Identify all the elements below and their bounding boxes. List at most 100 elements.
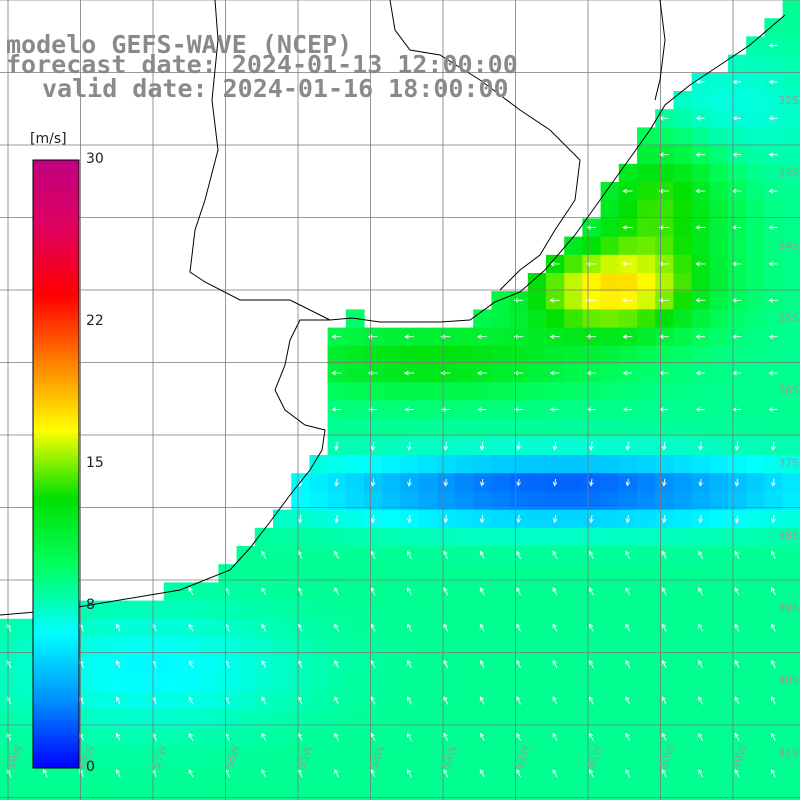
wind-cell xyxy=(709,109,729,128)
wind-cell xyxy=(637,691,656,711)
wind-cell xyxy=(18,746,37,765)
wind-arrow xyxy=(370,659,376,669)
wind-cell xyxy=(473,564,492,583)
wind-cell xyxy=(345,418,365,438)
wind-arrow xyxy=(768,334,778,339)
wind-cell xyxy=(418,364,438,383)
wind-cell xyxy=(345,746,365,765)
wind-arrow xyxy=(479,514,485,524)
wind-cell xyxy=(455,728,474,747)
wind-arrow xyxy=(443,478,449,487)
wind-cell xyxy=(709,418,729,438)
wind-arrow xyxy=(771,514,776,524)
wind-cell xyxy=(473,455,492,474)
wind-cell xyxy=(709,218,729,238)
wind-arrow xyxy=(443,514,449,524)
wind-arrow xyxy=(370,441,376,451)
wind-cell xyxy=(473,491,492,511)
wind-cell xyxy=(600,364,620,383)
wind-cell xyxy=(163,728,183,747)
wind-cell xyxy=(709,382,729,401)
wind-arrow xyxy=(549,334,560,339)
wind-cell xyxy=(709,764,729,784)
wind-arrow xyxy=(188,732,194,741)
wind-arrow xyxy=(407,696,412,705)
wind-arrow xyxy=(370,514,376,524)
wind-cell xyxy=(709,564,729,583)
wind-cell xyxy=(182,746,201,765)
wind-cell xyxy=(746,182,765,201)
wind-cell xyxy=(637,527,656,547)
wind-cell xyxy=(673,491,693,511)
wind-cell xyxy=(782,582,800,602)
wind-cell xyxy=(746,127,765,147)
wind-cell xyxy=(673,418,693,438)
wind-cell xyxy=(709,291,729,310)
wind-cell xyxy=(127,691,147,711)
wind-cell xyxy=(291,600,310,620)
wind-cell xyxy=(709,509,729,529)
wind-cell xyxy=(600,527,620,547)
wind-cell xyxy=(91,600,110,620)
wind-cell xyxy=(782,163,800,183)
lat-label: 41S xyxy=(778,747,799,760)
wind-arrow xyxy=(370,586,376,596)
wind-arrow xyxy=(695,225,706,230)
wind-cell xyxy=(564,709,583,729)
wind-arrow xyxy=(261,768,267,778)
wind-arrow xyxy=(516,732,522,742)
wind-arrow xyxy=(695,334,705,339)
wind-cell xyxy=(309,637,329,656)
wind-cell xyxy=(782,382,800,401)
wind-cell xyxy=(418,582,438,602)
wind-cell xyxy=(91,673,110,693)
wind-cell xyxy=(746,345,765,365)
wind-cell xyxy=(309,564,329,583)
wind-cell xyxy=(564,473,583,492)
wind-cell xyxy=(418,564,438,583)
wind-cell xyxy=(782,546,800,565)
lat-label: 35S xyxy=(778,312,799,325)
wind-cell xyxy=(709,345,729,365)
wind-cell xyxy=(163,655,183,674)
wind-arrow xyxy=(334,768,340,778)
wind-arrow xyxy=(734,478,740,487)
wind-cell xyxy=(618,418,638,438)
wind-cell xyxy=(327,600,347,620)
wind-arrow xyxy=(188,696,194,705)
wind-cell xyxy=(18,618,37,638)
wind-arrow xyxy=(661,696,667,705)
wind-cell xyxy=(254,564,274,583)
wind-cell xyxy=(273,527,292,547)
wind-arrow xyxy=(658,298,670,303)
wind-cell xyxy=(600,600,620,620)
wind-cell xyxy=(782,182,800,201)
wind-cell xyxy=(746,327,765,347)
wind-cell xyxy=(109,782,128,800)
wind-cell xyxy=(382,509,401,529)
wind-cell xyxy=(436,345,456,365)
wind-cell xyxy=(564,600,583,620)
wind-cell xyxy=(637,200,656,219)
wind-cell xyxy=(746,709,765,729)
wind-cell xyxy=(600,564,620,583)
wind-cell xyxy=(145,709,165,729)
wind-cell xyxy=(600,764,620,784)
wind-cell xyxy=(764,418,784,438)
wind-cell xyxy=(382,473,401,492)
title-model: modelo GEFS-WAVE (NCEP) xyxy=(6,30,353,59)
wind-cell xyxy=(418,546,438,565)
wind-cell xyxy=(273,691,292,711)
wind-cell xyxy=(345,764,365,784)
wind-cell xyxy=(655,236,674,256)
wind-cell xyxy=(709,673,729,693)
wind-cell xyxy=(527,327,547,347)
wind-cell xyxy=(691,382,711,401)
wind-cell xyxy=(600,200,620,219)
wind-cell xyxy=(746,491,765,511)
wind-cell xyxy=(582,673,602,693)
wind-cell xyxy=(546,309,565,329)
wind-arrow xyxy=(407,441,412,451)
wind-cell xyxy=(691,273,711,292)
wind-cell xyxy=(400,564,420,583)
